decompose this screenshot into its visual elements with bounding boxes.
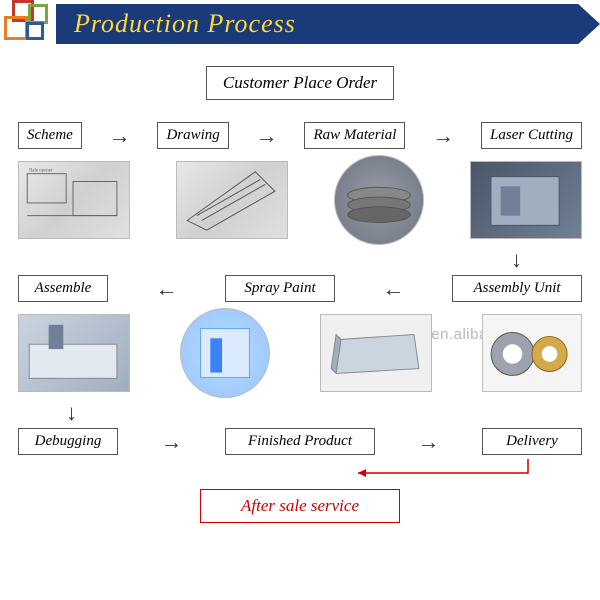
step-delivery: Delivery (482, 428, 582, 455)
arrow-right-icon: → (252, 123, 282, 149)
arrow-right-icon: → (105, 123, 135, 149)
process-row-1: Scheme → Drawing → Raw Material → Laser … (18, 122, 582, 149)
step-debugging: Debugging (18, 428, 118, 455)
step-raw-material: Raw Material (304, 122, 405, 149)
step-spray-paint: Spray Paint (225, 275, 335, 302)
header-banner: Production Process (0, 0, 600, 48)
step-laser-cutting: Laser Cutting (481, 122, 582, 149)
spray-paint-image (180, 308, 270, 398)
arrow-down-icon: ↓ (66, 402, 77, 424)
arrow-down-icon: ↓ (511, 249, 522, 271)
arrow-left-icon: ← (152, 276, 182, 302)
flowchart: Customer Place Order Scheme → Drawing → … (0, 48, 600, 533)
laser-cutting-image (470, 161, 582, 239)
step-assembly-unit: Assembly Unit (452, 275, 582, 302)
arrow-right-icon: → (414, 429, 444, 455)
step-scheme: Scheme (18, 122, 82, 149)
step-finished-product: Finished Product (225, 428, 375, 455)
gears-image (482, 314, 582, 392)
final-node: After sale service (200, 489, 400, 523)
scheme-image: Bale opener (18, 161, 130, 239)
image-row-2 (18, 308, 582, 398)
image-row-1: Bale opener (18, 155, 582, 245)
raw-material-image (334, 155, 424, 245)
start-node: Customer Place Order (206, 66, 394, 100)
drawing-image (176, 161, 288, 239)
arrow-left-icon: ← (379, 276, 409, 302)
page-title: Production Process (74, 9, 296, 39)
step-assemble: Assemble (18, 275, 108, 302)
metal-tray-image (320, 314, 432, 392)
svg-text:Bale opener: Bale opener (29, 169, 53, 174)
company-logo (4, 0, 52, 48)
arrow-right-icon: → (428, 123, 458, 149)
elbow-connector (18, 459, 582, 483)
assemble-image (18, 314, 130, 392)
title-ribbon: Production Process (56, 4, 600, 44)
step-drawing: Drawing (157, 122, 228, 149)
process-row-2: Assemble ← Spray Paint ← Assembly Unit (18, 275, 582, 302)
arrow-right-icon: → (157, 429, 187, 455)
process-row-3: Debugging → Finished Product → Delivery (18, 428, 582, 455)
